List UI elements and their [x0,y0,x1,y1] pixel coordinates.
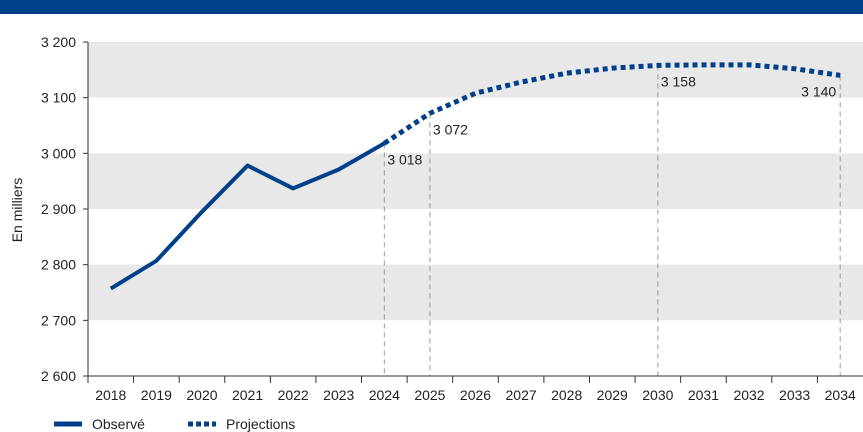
x-tick-label: 2021 [232,387,263,403]
x-tick-label: 2023 [323,387,354,403]
y-axis-label: En milliers [9,178,25,243]
x-tick-label: 2034 [825,387,856,403]
y-tick-label: 2 700 [41,312,76,328]
data-labels: 3 018 3 072 3 158 3 140 [387,73,836,167]
axes: 2 600 2 700 2 800 2 900 3 000 3 100 3 200 2018 2… [41,34,863,403]
y-tick-label: 2 600 [41,368,76,384]
x-tick-label: 2029 [597,387,628,403]
y-tick-label: 2 900 [41,201,76,217]
legend: Observé Projections [54,416,295,432]
x-tick-label: 2018 [95,387,126,403]
x-tick-label: 2033 [779,387,810,403]
data-label: 3 158 [661,73,696,89]
grid-bands [88,42,863,321]
x-tick-label: 2019 [141,387,172,403]
y-tick-label: 3 100 [41,90,76,106]
x-tick-label: 2025 [414,387,445,403]
x-tick-label: 2031 [688,387,719,403]
x-tick-label: 2028 [551,387,582,403]
series-lines [109,62,841,291]
x-tick-label: 2032 [733,387,764,403]
x-tick-label: 2030 [642,387,673,403]
data-label: 3 018 [387,151,422,167]
grid-band [88,153,863,209]
legend-label: Observé [92,416,145,432]
x-tick-label: 2020 [186,387,217,403]
top-banner [0,0,863,14]
annotation-guides [383,65,841,376]
y-tick-label: 3 200 [41,34,76,50]
y-tick-label: 2 800 [41,257,76,273]
data-label: 3 072 [433,121,468,137]
grid-band [88,264,863,321]
legend-label: Projections [226,416,295,432]
y-tick-label: 3 000 [41,145,76,161]
x-tick-label: 2027 [506,387,537,403]
observed-line [109,141,386,291]
x-tick-label: 2022 [278,387,309,403]
projections-line [382,62,841,146]
x-tick-label: 2026 [460,387,491,403]
grid-band [88,42,863,98]
x-tick-label: 2024 [369,387,400,403]
data-label: 3 140 [801,83,836,99]
